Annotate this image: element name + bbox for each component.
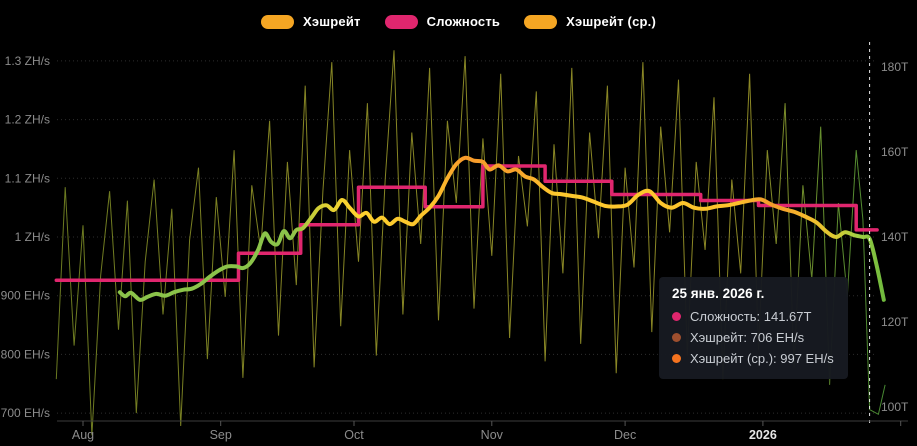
y-axis-left-label: 700 EH/s: [1, 406, 50, 420]
y-axis-left: 1.3 ZH/s 1.2 ZH/s 1.1 ZH/s 1 ZH/s 900 EH/s 80…: [1, 54, 50, 420]
y-axis-left-label: 1.2 ZH/s: [5, 113, 50, 127]
tooltip-series-dot: [672, 312, 681, 321]
tooltip-row-text: Хэшрейт: 706 EH/s: [690, 330, 805, 345]
tooltip-series-dot: [672, 333, 681, 342]
y-axis-left-label: 1.1 ZH/s: [5, 171, 50, 185]
tooltip-series-dot: [672, 354, 681, 363]
x-axis-label: Sep: [210, 428, 232, 442]
x-axis-label: Aug: [72, 428, 94, 442]
legend-swatch: [384, 14, 418, 29]
tooltip-row: Хэшрейт (ср.): 997 EH/s: [672, 348, 834, 369]
legend-swatch: [261, 14, 294, 29]
y-axis-right-label: 180T: [881, 60, 909, 74]
legend-item-2[interactable]: Хэшрейт (ср.): [524, 14, 656, 29]
hashrate-series-line: [55, 50, 886, 436]
legend-item-1[interactable]: Сложность: [384, 14, 501, 29]
tooltip-row: Сложность: 141.67T: [672, 306, 834, 327]
y-axis-left-label: 800 EH/s: [1, 347, 50, 361]
y-axis-right-label: 120T: [881, 315, 909, 329]
tooltip-row-text: Сложность: 141.67T: [690, 309, 812, 324]
legend-label: Хэшрейт (ср.): [566, 14, 656, 29]
x-axis-label: 2026: [749, 428, 777, 442]
legend-label: Сложность: [426, 14, 501, 29]
legend-swatch: [524, 14, 558, 29]
y-axis-left-label: 1 ZH/s: [15, 230, 50, 244]
y-axis-right: 180T 160T 140T 120T 100T: [881, 60, 909, 414]
y-axis-right-label: 160T: [881, 145, 909, 159]
tooltip-date-title: 25 янв. 2026 г.: [672, 286, 765, 301]
grid-lines: [57, 60, 877, 414]
x-axis-label: Oct: [344, 428, 364, 442]
legend-item-0[interactable]: Хэшрейт: [261, 14, 361, 29]
hashrate-avg-series-line: [117, 155, 886, 302]
y-axis-left-label: 900 EH/s: [1, 289, 50, 303]
x-axis: Aug Sep Oct Nov Dec 2026: [57, 420, 908, 442]
tooltip-row-text: Хэшрейт (ср.): 997 EH/s: [690, 351, 834, 366]
tooltip-row: Хэшрейт: 706 EH/s: [672, 327, 834, 348]
x-axis-label: Nov: [481, 428, 504, 442]
y-axis-left-label: 1.3 ZH/s: [5, 54, 50, 68]
chart-legend: Хэшрейт Сложность Хэшрейт (ср.): [0, 14, 917, 29]
y-axis-right-label: 140T: [881, 230, 909, 244]
tooltip-rows: Сложность: 141.67T Хэшрейт: 706 EH/s Хэшре…: [672, 306, 834, 369]
chart-tooltip: 25 янв. 2026 г. Сложность: 141.67T Хэшрей…: [659, 277, 848, 379]
legend-label: Хэшрейт: [303, 14, 361, 29]
x-axis-label: Dec: [614, 428, 636, 442]
difficulty-series-line: [54, 164, 879, 283]
y-axis-right-label: 100T: [881, 400, 909, 414]
